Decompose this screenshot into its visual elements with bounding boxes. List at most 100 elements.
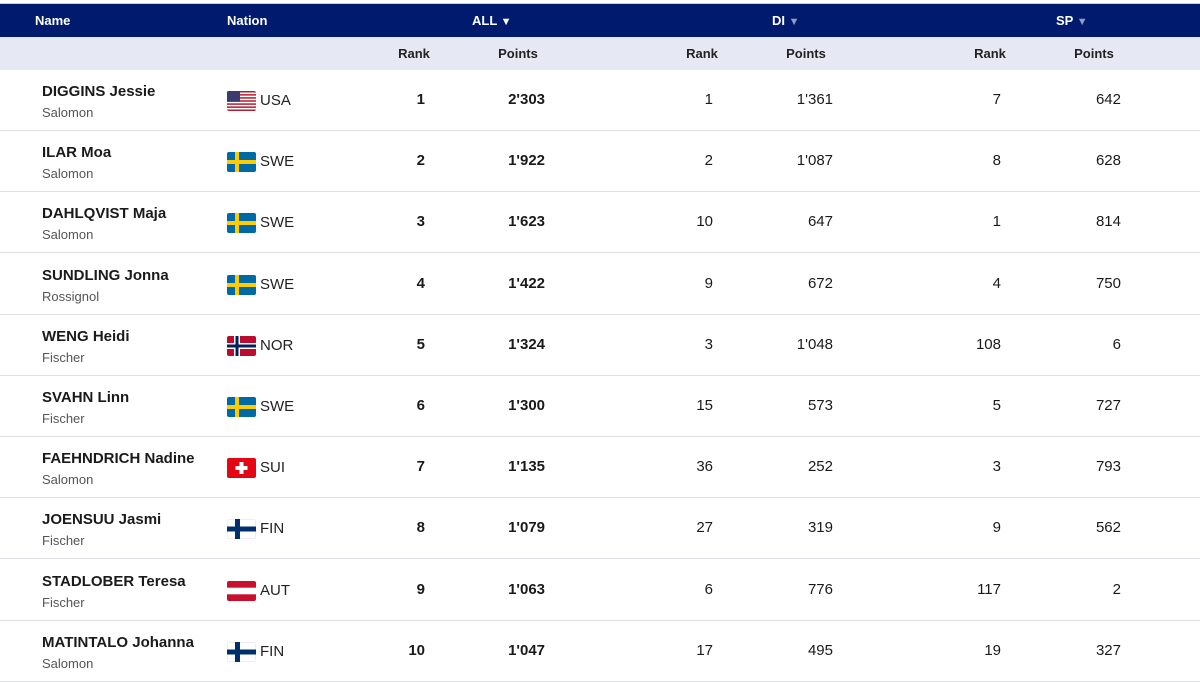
sp-points-header[interactable]: Points bbox=[1074, 46, 1114, 61]
athlete-name[interactable]: WENG Heidi bbox=[42, 327, 130, 345]
sp-rank-header[interactable]: Rank bbox=[974, 46, 1006, 61]
all-rank: 2 bbox=[416, 152, 425, 170]
flag-usa-icon bbox=[227, 91, 256, 111]
di-points-header[interactable]: Points bbox=[786, 46, 826, 61]
athlete-name[interactable]: ILAR Moa bbox=[42, 144, 112, 162]
flag-swe-icon bbox=[227, 397, 256, 417]
di-points: 776 bbox=[807, 580, 833, 598]
all-rank: 9 bbox=[416, 580, 425, 598]
table-row[interactable]: SVAHN Linn Fischer SWE 6 1'300 15 573 5 … bbox=[0, 376, 1200, 437]
flag-swe-icon bbox=[227, 213, 256, 234]
sp-points: 327 bbox=[1095, 641, 1121, 659]
sp-rank: 4 bbox=[992, 274, 1001, 292]
all-points: 1'324 bbox=[508, 335, 545, 353]
athlete-name[interactable]: MATINTALO Johanna bbox=[42, 633, 194, 651]
table-row[interactable]: ILAR Moa Salomon SWE 2 1'922 2 1'087 8 6… bbox=[0, 131, 1200, 193]
athlete-team: Salomon bbox=[42, 655, 94, 671]
table-row[interactable]: SUNDLING Jonna Rossignol SWE 4 1'422 9 6… bbox=[0, 254, 1200, 315]
nation-code: NOR bbox=[260, 336, 294, 354]
group-label: DI bbox=[772, 13, 785, 28]
nation-code: SUI bbox=[260, 459, 286, 477]
sp-points: 6 bbox=[1112, 335, 1121, 353]
athlete-name[interactable]: JOENSUU Jasmi bbox=[42, 511, 162, 529]
sp-points: 642 bbox=[1095, 91, 1121, 108]
nation-code: SWE bbox=[260, 214, 295, 232]
all-points: 1'079 bbox=[508, 519, 545, 537]
group-all-header[interactable]: ALL ▼ bbox=[472, 13, 512, 28]
all-points: 1'623 bbox=[508, 213, 545, 231]
athlete-name[interactable]: SVAHN Linn bbox=[42, 389, 130, 406]
athlete-name[interactable]: DIGGINS Jessie bbox=[42, 83, 156, 100]
flag-aut-icon bbox=[227, 580, 256, 601]
all-rank: 6 bbox=[416, 397, 425, 414]
di-rank: 1 bbox=[704, 91, 713, 108]
name-column-header[interactable]: Name bbox=[35, 13, 71, 28]
di-points: 252 bbox=[807, 458, 833, 476]
nation-code: SWE bbox=[260, 398, 295, 415]
group-sp-header[interactable]: SP ▼ bbox=[1056, 13, 1088, 28]
all-points: 1'422 bbox=[508, 274, 545, 292]
di-points: 495 bbox=[807, 641, 833, 659]
nation-code: SWE bbox=[260, 153, 295, 171]
sp-points: 727 bbox=[1095, 397, 1121, 414]
table-subheader: Rank Points Rank Points Rank Points bbox=[0, 37, 1200, 70]
nation-code: FIN bbox=[260, 520, 285, 538]
table-row[interactable]: MATINTALO Johanna Salomon FIN 10 1'047 1… bbox=[0, 621, 1200, 682]
di-rank: 17 bbox=[696, 641, 713, 659]
triangle-down-icon: ▼ bbox=[1076, 16, 1088, 28]
athlete-name[interactable]: STADLOBER Teresa bbox=[42, 572, 186, 590]
sp-points: 628 bbox=[1095, 152, 1121, 170]
all-rank: 7 bbox=[416, 458, 425, 476]
di-rank: 9 bbox=[704, 274, 713, 292]
all-points: 1'063 bbox=[508, 580, 545, 598]
flag-swe-icon bbox=[227, 274, 256, 295]
di-points: 1'048 bbox=[796, 335, 833, 353]
di-points: 1'087 bbox=[796, 152, 833, 170]
di-points: 319 bbox=[807, 519, 833, 537]
all-rank: 5 bbox=[416, 335, 425, 353]
athlete-team: Salomon bbox=[42, 227, 94, 243]
all-rank-header[interactable]: Rank bbox=[398, 46, 430, 61]
triangle-down-icon: ▼ bbox=[500, 16, 512, 28]
flag-fin-icon bbox=[227, 641, 256, 662]
di-points: 573 bbox=[807, 397, 833, 414]
athlete-name[interactable]: FAEHNDRICH Nadine bbox=[42, 450, 195, 468]
athlete-team: Fischer bbox=[42, 594, 85, 610]
nation-code: AUT bbox=[260, 581, 290, 599]
di-rank: 27 bbox=[696, 519, 713, 537]
athlete-name[interactable]: DAHLQVIST Maja bbox=[42, 205, 167, 223]
all-points: 1'047 bbox=[508, 641, 545, 659]
nation-column-header[interactable]: Nation bbox=[227, 13, 268, 28]
di-rank: 3 bbox=[704, 335, 713, 353]
all-rank: 10 bbox=[408, 641, 425, 659]
table-row[interactable]: FAEHNDRICH Nadine Salomon SUI 7 1'135 36… bbox=[0, 437, 1200, 499]
all-rank: 8 bbox=[416, 519, 425, 537]
sp-rank: 9 bbox=[992, 519, 1001, 537]
sp-rank: 8 bbox=[992, 152, 1001, 170]
sp-points: 814 bbox=[1095, 213, 1121, 231]
all-points: 2'303 bbox=[508, 91, 545, 108]
table-row[interactable]: DAHLQVIST Maja Salomon SWE 3 1'623 10 64… bbox=[0, 192, 1200, 254]
table-row[interactable]: STADLOBER Teresa Fischer AUT 9 1'063 6 7… bbox=[0, 560, 1200, 621]
group-label: ALL bbox=[472, 13, 498, 28]
table-header: Name Nation ALL ▼ DI ▼ SP ▼ bbox=[0, 3, 1200, 37]
table-row[interactable]: WENG Heidi Fischer NOR 5 1'324 3 1'048 1… bbox=[0, 315, 1200, 376]
flag-fin-icon bbox=[227, 519, 256, 540]
all-points: 1'135 bbox=[508, 458, 545, 476]
sp-rank: 108 bbox=[975, 335, 1001, 353]
all-points-header[interactable]: Points bbox=[498, 46, 538, 61]
table-row[interactable]: DIGGINS Jessie Salomon USA 1 2'303 1 1'3… bbox=[0, 70, 1200, 131]
di-rank: 10 bbox=[696, 213, 713, 231]
sp-points: 562 bbox=[1095, 519, 1121, 537]
sp-rank: 3 bbox=[992, 458, 1001, 476]
all-rank: 1 bbox=[416, 91, 425, 108]
sp-points: 793 bbox=[1095, 458, 1121, 476]
flag-sui-icon bbox=[227, 458, 256, 479]
group-di-header[interactable]: DI ▼ bbox=[772, 13, 800, 28]
di-rank: 36 bbox=[696, 458, 713, 476]
table-row[interactable]: JOENSUU Jasmi Fischer FIN 8 1'079 27 319… bbox=[0, 498, 1200, 560]
di-rank-header[interactable]: Rank bbox=[686, 46, 718, 61]
athlete-name[interactable]: SUNDLING Jonna bbox=[42, 266, 169, 284]
sp-rank: 5 bbox=[992, 397, 1001, 414]
all-points: 1'300 bbox=[508, 397, 545, 414]
